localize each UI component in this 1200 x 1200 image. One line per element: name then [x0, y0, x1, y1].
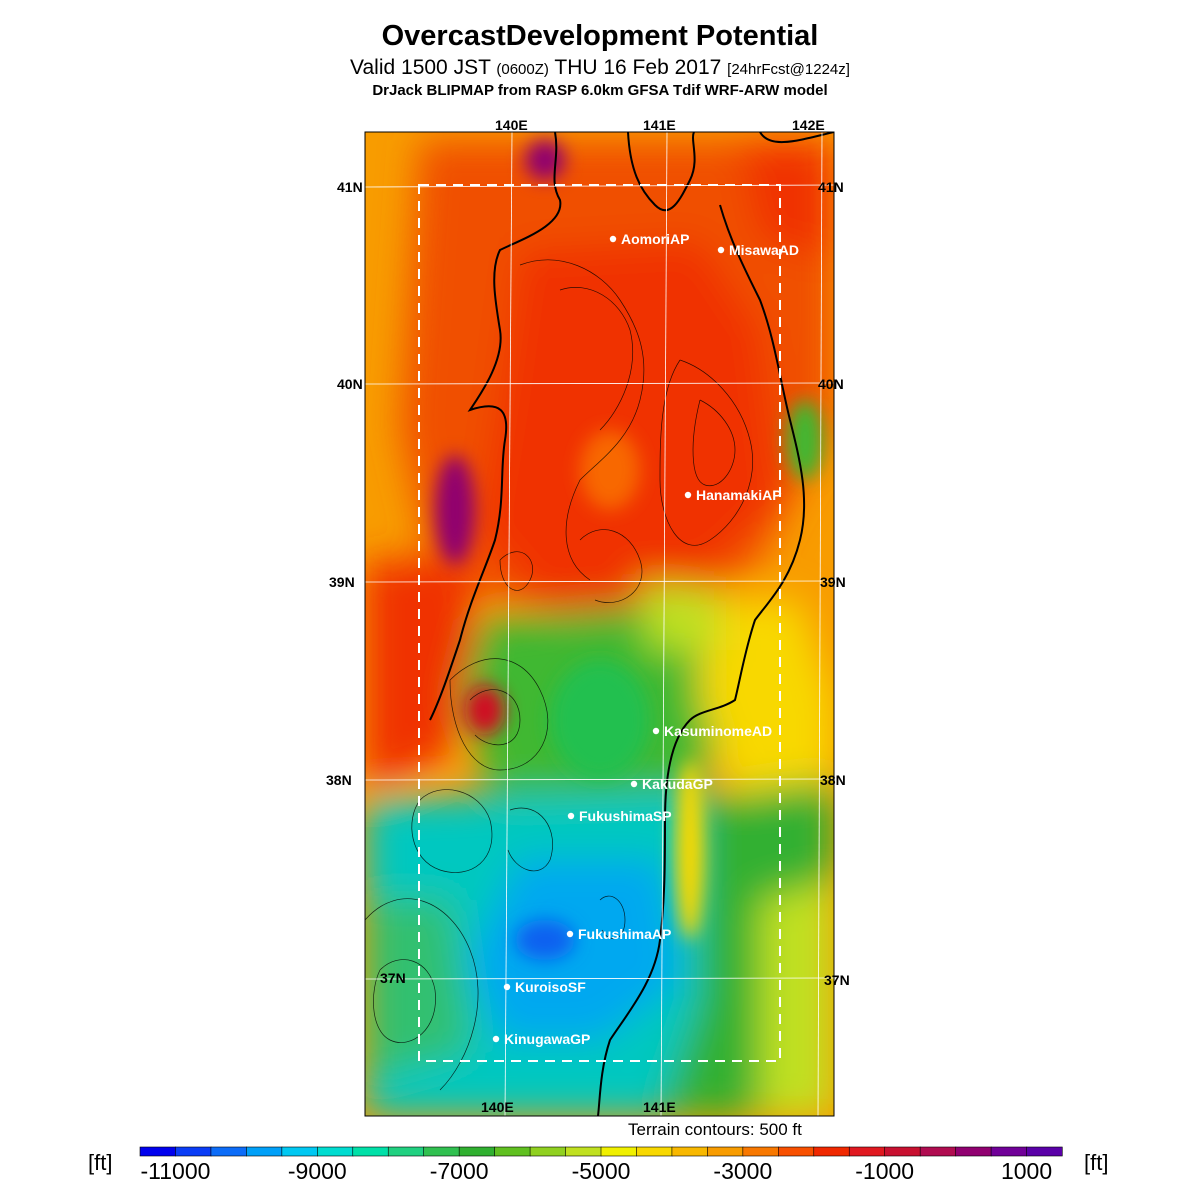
forecast-info: [24hrFcst@1224z] — [727, 61, 850, 78]
station-markers: AomoriAP MisawaAD HanamakiAP KasuminomeA… — [492, 231, 799, 1047]
lat-label-37n-right: 37N — [824, 972, 850, 988]
station-dot — [630, 780, 638, 788]
color-bar-swatch — [884, 1146, 921, 1157]
lat-label-38n-right: 38N — [820, 772, 846, 788]
color-bar-swatch — [707, 1146, 744, 1157]
color-bar-tick-label: -5000 — [571, 1158, 631, 1184]
color-bar-swatch — [529, 1146, 567, 1157]
valid-date: THU 16 Feb 2017 — [554, 56, 722, 79]
color-bar-tick-label: -11000 — [140, 1158, 211, 1184]
color-bar-swatch — [671, 1146, 708, 1157]
station-label-hanamaki: HanamakiAP — [696, 487, 782, 503]
color-bar-tick-label: -7000 — [429, 1158, 489, 1184]
lat-label-40n-right: 40N — [818, 376, 844, 392]
station-label-aomori: AomoriAP — [621, 231, 689, 247]
station-dot — [492, 1035, 500, 1043]
color-bar-swatch — [1026, 1146, 1063, 1157]
color-bar-swatch — [246, 1146, 283, 1157]
color-bar-swatch — [636, 1146, 673, 1157]
color-bar-swatch — [281, 1146, 318, 1157]
color-bar-tick-label: -9000 — [287, 1158, 347, 1184]
station-label-kuroiso: KuroisoSF — [515, 979, 586, 995]
lat-label-38n-left: 38N — [326, 772, 352, 788]
station-label-fukushima-ap: FukushimaAP — [578, 926, 671, 942]
color-bar-swatch — [565, 1146, 602, 1157]
terrain-contour-note: Terrain contours: 500 ft — [628, 1120, 802, 1139]
color-bar-swatch — [458, 1146, 496, 1157]
valid-zulu: (0600Z) — [496, 61, 549, 78]
lat-label-40n-left: 40N — [337, 376, 363, 392]
color-bar-swatch — [848, 1146, 886, 1157]
lat-label-37n-left: 37N — [380, 970, 406, 986]
station-label-kakuda: KakudaGP — [642, 776, 713, 792]
map-frame — [364, 131, 835, 1117]
color-bar-swatch — [139, 1146, 177, 1157]
color-bar-swatch — [919, 1146, 957, 1157]
lat-label-39n-right: 39N — [820, 574, 846, 590]
color-bar-swatch — [990, 1146, 1028, 1157]
lon-label-142e-top: 142E — [792, 117, 825, 133]
color-bar — [139, 1146, 1063, 1157]
station-dot — [652, 727, 660, 735]
valid-time: Valid 1500 JST (0600Z) THU 16 Feb 2017 [… — [0, 56, 1200, 80]
color-bar-swatch — [387, 1146, 425, 1157]
color-bar-swatch — [955, 1146, 992, 1157]
color-bar-swatch — [317, 1146, 354, 1157]
color-bar-swatch — [813, 1146, 850, 1157]
valid-prefix: Valid 1500 JST — [350, 56, 491, 79]
color-bar-tick-label: -1000 — [855, 1158, 915, 1184]
color-bar-swatch — [352, 1146, 389, 1157]
station-label-kinugawa: KinugawaGP — [504, 1031, 590, 1047]
color-bar-swatch — [600, 1146, 638, 1157]
station-dot — [684, 491, 692, 499]
color-bar-swatch — [494, 1146, 531, 1157]
station-label-kasuminome: KasuminomeAD — [664, 723, 772, 739]
lon-label-140e-bottom: 140E — [481, 1099, 514, 1115]
station-label-misawa: MisawaAD — [729, 242, 799, 258]
lat-label-41n-right: 41N — [818, 179, 844, 195]
lat-label-41n-left: 41N — [337, 179, 363, 195]
model-subtitle: DrJack BLIPMAP from RASP 6.0km GFSA Tdif… — [372, 82, 828, 99]
color-bar-tick-label: 1000 — [1000, 1158, 1053, 1184]
station-dot — [566, 930, 574, 938]
station-dot — [717, 246, 725, 254]
chart-title: OvercastDevelopment Potential — [381, 20, 819, 52]
station-dot — [567, 812, 575, 820]
unit-label-left: [ft] — [88, 1150, 113, 1175]
lon-label-140e-top: 140E — [495, 117, 528, 133]
color-bar-swatch — [423, 1146, 460, 1157]
lon-label-141e-top: 141E — [643, 117, 676, 133]
station-dot — [503, 983, 511, 991]
color-bar-tick-label: -3000 — [713, 1158, 773, 1184]
color-bar-swatch — [175, 1146, 212, 1157]
unit-label-right: [ft] — [1084, 1150, 1109, 1175]
color-bar-swatch — [742, 1146, 779, 1157]
station-label-fukushima-sp: FukushimaSP — [579, 808, 672, 824]
lat-label-39n-left: 39N — [329, 574, 355, 590]
color-bar-swatch — [210, 1146, 247, 1157]
lon-label-141e-bottom: 141E — [643, 1099, 676, 1115]
heatmap-field: AomoriAP MisawaAD HanamakiAP KasuminomeA… — [365, 132, 834, 1116]
station-dot — [609, 235, 617, 243]
color-bar-swatch — [778, 1146, 815, 1157]
